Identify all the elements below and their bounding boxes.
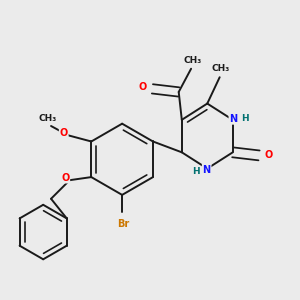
Text: H: H [241,114,248,123]
Text: O: O [265,150,273,160]
Text: CH₃: CH₃ [39,114,57,123]
Text: CH₃: CH₃ [184,56,202,64]
Text: N: N [229,114,237,124]
Text: O: O [60,128,68,138]
Text: CH₃: CH₃ [212,64,230,73]
Text: H: H [192,167,199,176]
Text: O: O [138,82,147,92]
Text: O: O [61,173,69,183]
Text: N: N [202,164,211,175]
Text: Br: Br [118,219,130,229]
